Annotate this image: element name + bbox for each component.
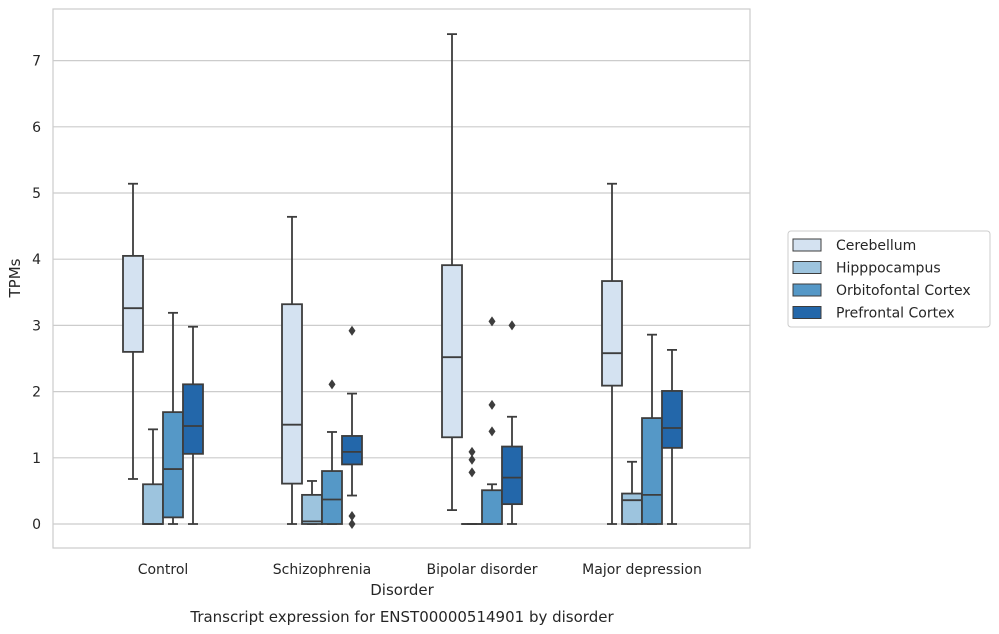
- box-iqr: [162, 411, 184, 519]
- box-layer: [122, 33, 683, 529]
- outlier-point: [348, 511, 356, 522]
- outlier-point: [468, 454, 476, 465]
- box-iqr: [341, 435, 363, 466]
- box-iqr: [122, 254, 144, 353]
- x-tick-label: Schizophrenia: [273, 562, 371, 578]
- outlier-point: [488, 426, 496, 437]
- box-hipppocampus: [301, 480, 323, 525]
- y-axis-title: TPMs: [6, 258, 24, 298]
- box-prefrontal-cortex: [501, 320, 523, 525]
- box-iqr: [142, 483, 164, 525]
- outlier-point: [508, 320, 516, 331]
- box-cerebellum: [601, 182, 623, 525]
- x-tick-label: Control: [138, 562, 189, 578]
- box-iqr: [661, 390, 683, 449]
- legend-swatch: [792, 283, 822, 297]
- y-tick-label: 2: [32, 385, 41, 401]
- box-iqr: [501, 445, 523, 506]
- box-iqr: [301, 493, 323, 525]
- box-hipppocampus: [621, 460, 643, 525]
- y-tick-labels: 0 1 2 3 4 5 6 7: [32, 54, 41, 533]
- outlier-point: [328, 379, 336, 390]
- box-iqr: [182, 383, 204, 455]
- box-iqr: [601, 280, 623, 387]
- y-tick-label: 7: [32, 54, 41, 70]
- outlier-point: [348, 519, 356, 529]
- legend-label: Hipppocampus: [836, 261, 941, 277]
- legend-swatch: [792, 261, 822, 274]
- box-iqr: [441, 264, 463, 439]
- y-tick-label: 5: [32, 186, 41, 202]
- box-prefrontal-cortex: [182, 325, 204, 525]
- outlier-point: [468, 446, 476, 457]
- box-orbitofontal-cortex: [162, 311, 184, 525]
- box-iqr: [281, 303, 303, 485]
- plot-frame: [52, 8, 751, 549]
- box-iqr: [641, 417, 663, 525]
- outlier-point: [468, 467, 476, 478]
- box-hipppocampus: [142, 428, 164, 525]
- legend: Cerebellum Hipppocampus Orbitofontal Corte…: [787, 230, 991, 328]
- y-tick-label: 3: [32, 318, 41, 334]
- box-cerebellum: [281, 215, 303, 525]
- box-prefrontal-cortex: [341, 325, 363, 529]
- y-tick-label: 0: [32, 517, 41, 533]
- box-prefrontal-cortex: [661, 348, 683, 525]
- legend-label: Orbitofontal Cortex: [836, 283, 971, 299]
- x-tick-label: Bipolar disorder: [426, 562, 537, 578]
- box-iqr: [621, 492, 643, 525]
- outlier-point: [488, 316, 496, 327]
- legend-swatch: [792, 306, 822, 319]
- box-iqr: [481, 489, 503, 525]
- x-axis-title: Disorder: [370, 581, 434, 599]
- legend-frame: [787, 230, 991, 328]
- box-cerebellum: [441, 33, 463, 511]
- box-cerebellum: [122, 182, 144, 480]
- legend-swatch: [792, 238, 822, 252]
- box-orbitofontal-cortex: [641, 333, 663, 525]
- legend-label: Cerebellum: [836, 238, 916, 254]
- legend-label: Prefrontal Cortex: [836, 306, 955, 322]
- x-tick-label: Major depression: [582, 562, 702, 578]
- box-hipppocampus: [461, 446, 483, 525]
- x-tick-labels: Control Schizophrenia Bipolar disorder Majo…: [138, 562, 702, 578]
- y-tick-label: 1: [32, 451, 41, 467]
- outlier-point: [488, 399, 496, 410]
- box-orbitofontal-cortex: [481, 316, 503, 525]
- y-tick-label: 6: [32, 120, 41, 136]
- chart-caption: Transcript expression for ENST0000051490…: [189, 608, 614, 626]
- outlier-point: [348, 325, 356, 336]
- box-iqr: [321, 470, 343, 525]
- y-tick-label: 4: [32, 252, 41, 268]
- box-orbitofontal-cortex: [321, 379, 343, 525]
